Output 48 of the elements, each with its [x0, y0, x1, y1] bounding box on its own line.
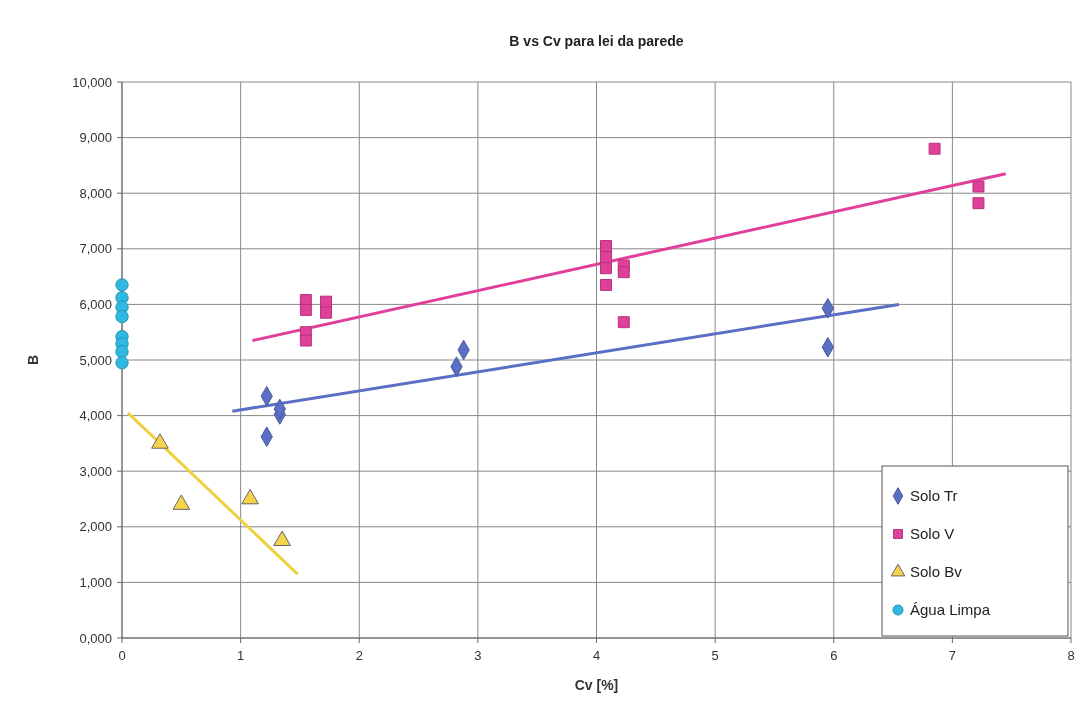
y-tick-label: 5,000: [79, 352, 112, 368]
legend-label: Solo V: [910, 525, 955, 543]
y-tick-label: 1,000: [79, 574, 112, 590]
point: [299, 303, 312, 316]
y-tick-label: 9,000: [79, 130, 112, 146]
y-tick-label: 3,000: [79, 463, 112, 479]
point: [115, 344, 129, 359]
y-tick-label: 10,000: [72, 74, 112, 90]
x-tick-label: 3: [474, 648, 482, 663]
point: [151, 433, 169, 449]
x-tick-label: 0: [118, 648, 126, 663]
point: [600, 278, 612, 291]
y-tick-label: 4,000: [79, 408, 112, 424]
point: [273, 530, 291, 547]
x-tick-label: 7: [948, 648, 956, 663]
point: [617, 316, 630, 329]
y-tick-label: 8,000: [79, 185, 112, 201]
point: [299, 334, 312, 347]
point: [115, 278, 129, 292]
y-tick-label: 7,000: [79, 241, 112, 257]
legend-label: Água Limpa: [910, 601, 991, 619]
point: [115, 309, 129, 324]
point: [172, 494, 191, 510]
point: [600, 262, 612, 275]
x-tick-label: 6: [830, 648, 838, 663]
point: [600, 251, 612, 264]
legend-label: Solo Tr: [910, 487, 958, 505]
y-axis-title: B: [25, 354, 41, 366]
x-tick-label: 5: [711, 648, 719, 663]
point: [241, 488, 259, 505]
point: [320, 306, 333, 319]
point: [320, 295, 333, 308]
y-tick-label: 0,000: [79, 630, 112, 646]
x-tick-label: 8: [1067, 648, 1075, 663]
y-tick-label: 2,000: [79, 519, 112, 535]
x-axis-title: Cv [%]: [574, 677, 619, 693]
point: [972, 180, 985, 193]
y-tick-label: 6,000: [79, 296, 112, 312]
x-tick-label: 2: [355, 648, 363, 663]
x-tick-label: 4: [592, 648, 601, 663]
point: [972, 197, 985, 210]
point: [115, 356, 129, 370]
x-tick-label: 1: [237, 648, 245, 663]
point: [600, 240, 612, 252]
point: [617, 266, 630, 279]
legend-label: Solo Bv: [910, 563, 963, 581]
chart-title: B vs Cv para lei da parede: [509, 33, 684, 49]
point: [928, 142, 941, 155]
